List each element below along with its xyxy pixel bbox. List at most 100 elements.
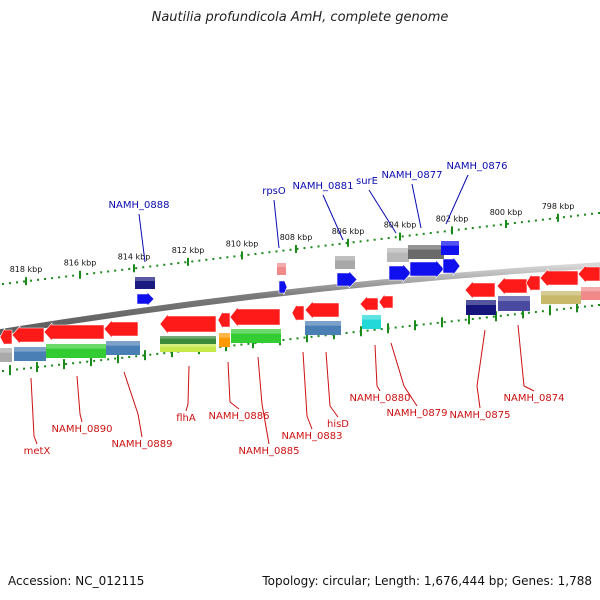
ruler-dot-upper [408,234,411,237]
ruler-dot-lower [58,363,61,366]
ruler-dot-upper [2,283,4,285]
cog-box-rev-hisD-shine [305,321,341,326]
ruler-dot-lower [114,357,117,360]
ruler-dot-upper [366,239,369,242]
gene-arrow-fwd-NAMH_0881 [336,270,358,289]
ruler-dot-lower [443,321,446,324]
ruler-dot-upper [205,258,208,261]
ruler-dot-upper [296,247,299,250]
ruler-dot-upper [121,268,124,271]
cog-box-rev-NAMH_0871-shine [581,287,600,292]
ruler-dot-upper [226,256,229,259]
ruler-dot-lower [79,361,82,364]
leader-line-rev [76,375,83,423]
cog-box-rev-metX-shine [0,348,12,353]
ruler-dot-upper [149,265,152,268]
gene-arrow-fwd-NAMH_0888 [136,291,155,307]
ruler-dot-lower [457,319,460,322]
ruler-dot-lower [72,362,75,365]
ruler-dot-lower [555,308,558,311]
cog-box-fwd-NAMH_0877 [408,245,444,259]
cog-box-fwd-surE-shine [387,248,409,253]
ruler-dot-upper [471,227,474,230]
cog-box-rev-NAMH_0890-shine [14,347,46,352]
ruler-dot-lower [492,315,495,318]
ruler-dot-upper [163,263,166,266]
ruler-dot-lower [598,304,600,306]
ruler-dots [2,212,600,372]
ruler-dot-lower [93,359,96,362]
ruler-dot-upper [359,240,362,243]
ruler-tick-label: 804 kbp [384,221,417,230]
gene-arrow-rev-NAMH_0886 [229,306,281,328]
ruler-dot-upper [93,272,96,275]
gene-label-reverse: NAMH_0885 [239,446,300,457]
gene-arrow-rev-flhA [159,313,217,335]
ruler-tick-label: 810 kbp [226,239,259,248]
ruler-dot-lower [366,329,369,332]
ruler-dot-upper [275,250,278,253]
ruler-dot-upper [156,264,159,267]
ruler-dot-upper [58,276,61,279]
ruler-dot-lower [513,313,516,316]
ruler-dot-upper [114,269,117,272]
ruler-dot-upper [583,213,586,216]
ruler-dot-lower [408,324,411,327]
ruler-dot-upper [415,233,418,236]
ruler-dot-upper [345,242,348,245]
ruler-dot-upper [128,267,131,270]
leader-line-fwd [445,174,469,225]
ruler-dot-lower [107,358,110,361]
cog-box-rev-NAMH_0889 [46,344,106,358]
ruler-dot-lower [233,344,236,347]
cog-box-rev-NAMH_0886a-shine [219,333,230,338]
cog-box-rev-metX [0,348,12,362]
ruler-dot-lower [156,352,159,355]
cog-box-rev-NAMH_0889b-shine [106,341,140,346]
ruler-dot-lower [303,336,306,339]
ruler-dot-lower [86,360,89,363]
ruler-dot-upper [268,251,271,254]
leader-line-rev [390,342,418,407]
ruler-dot-lower [254,342,257,345]
ruler-dot-upper [380,237,383,240]
ruler-dot-upper [499,223,502,226]
cog-box-rev-NAMH_0874 [498,296,530,311]
cog-box-rev-NAMH_0880 [362,315,381,329]
ruler-dot-upper [485,225,488,228]
leader-line-rev [227,361,240,410]
cog-box-fwd-NAMH_0876 [441,241,459,255]
gene-arrow-rev-NAMH_0890 [11,325,45,345]
ruler-dot-upper [247,253,250,256]
ruler-dot-upper [303,247,306,250]
cog-box-rev-NAMH_0880-shine [362,315,381,320]
leader-line-rev [302,351,313,430]
ruler-dot-lower [30,366,33,369]
ruler-dot-lower [380,328,383,331]
leader-line-fwd [322,194,344,241]
ruler-dot-lower [562,307,565,310]
ruler-dot-lower [2,370,4,372]
ruler-tick-label: 814 kbp [118,252,151,261]
ruler-dot-upper [51,277,54,280]
gene-arrow-rev-NAMH_0889 [43,322,105,342]
cog-box-fwd-surE [387,248,409,262]
ruler-dot-lower [569,307,572,310]
cog-box-fwd-NAMH_0881 [335,256,355,269]
cog-box-fwd-rpsO-shine [277,263,286,267]
ruler-dot-upper [135,267,138,270]
gene-labels: NAMH_0888 rpsO NAMH_0881 surE NAMH_0877 NAMH_… [24,161,565,457]
ruler-tick-label: 812 kbp [172,246,205,255]
ruler-dot-upper [142,266,145,269]
label-leader-lines [30,174,535,445]
gene-arrow-rev-NAMH_0879 [378,293,394,311]
cog-box-rev-NAMH_0875-shine [466,300,496,305]
gene-arrow-rev-NAMH_0874 [496,276,528,296]
ruler-dot-lower [436,321,439,324]
ruler-dot-upper [198,259,201,262]
ruler-dot-upper [107,270,110,273]
ruler-dot-lower [317,335,320,338]
ruler-dot-lower [142,354,145,357]
ruler-dot-lower [324,334,327,337]
